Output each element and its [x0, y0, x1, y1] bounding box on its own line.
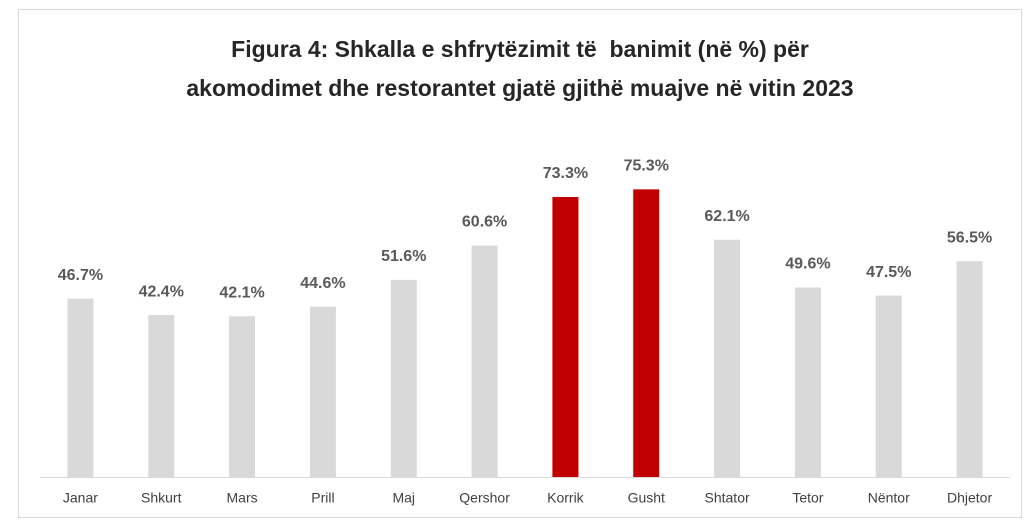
data-label: 73.3%: [543, 165, 588, 182]
x-tick-label: Qershor: [459, 490, 510, 506]
bar: [148, 315, 175, 477]
bar: [309, 306, 336, 477]
bar: [552, 196, 579, 477]
data-label: 42.4%: [139, 283, 184, 300]
bar: [471, 245, 498, 477]
chart-title: Figura 4: Shkalla e shfrytëzimit të bani…: [231, 36, 809, 62]
x-tick-label: Shtator: [705, 490, 750, 506]
x-tick-label: Maj: [392, 490, 415, 506]
bar: [390, 279, 417, 477]
data-label: 46.7%: [58, 267, 103, 284]
x-tick-label: Mars: [227, 490, 258, 506]
x-tick-label: Korrik: [547, 490, 585, 506]
x-tick-label: Dhjetor: [947, 490, 992, 506]
bar: [714, 239, 741, 477]
bar: [633, 189, 660, 477]
x-tick-label: Tetor: [792, 490, 823, 506]
bar: [67, 298, 94, 477]
bar: [875, 295, 902, 477]
data-label: 62.1%: [704, 208, 749, 225]
bar: [794, 287, 821, 477]
data-label: 42.1%: [219, 284, 264, 301]
data-label: 75.3%: [624, 158, 669, 175]
data-label: 51.6%: [381, 248, 426, 265]
x-tick-label: Gusht: [628, 490, 665, 506]
data-label: 56.5%: [947, 229, 992, 246]
chart-border: [18, 9, 1022, 518]
x-tick-label: Nëntor: [868, 490, 910, 506]
data-label: 60.6%: [462, 214, 507, 231]
data-label: 44.6%: [300, 275, 345, 292]
x-tick-label: Shkurt: [141, 490, 182, 506]
x-tick-label: Prill: [311, 490, 334, 506]
data-label: 47.5%: [866, 264, 911, 281]
x-tick-label: Janar: [63, 490, 98, 506]
bar: [229, 316, 256, 477]
data-label: 49.6%: [785, 256, 830, 273]
bar: [956, 261, 983, 477]
chart-title: akomodimet dhe restorantet gjatë gjithë …: [186, 75, 853, 101]
